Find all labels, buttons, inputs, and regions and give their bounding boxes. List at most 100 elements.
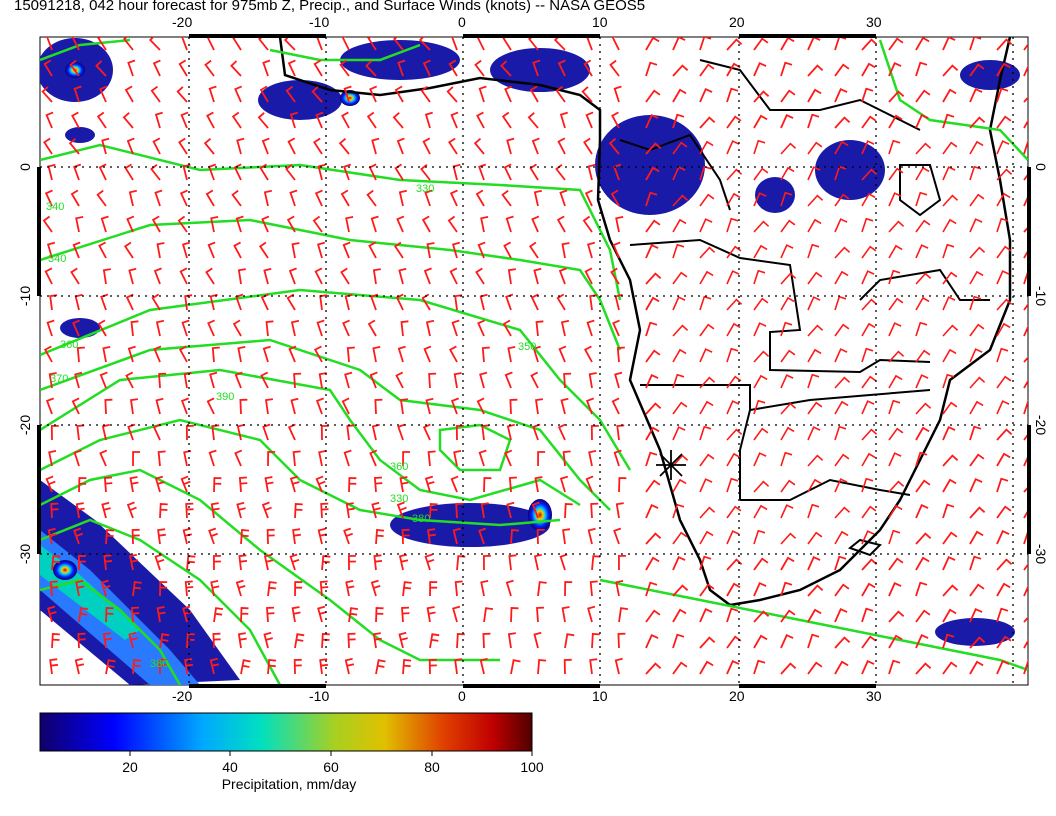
- wind-barb: [96, 111, 107, 129]
- wind-barb: [672, 584, 689, 597]
- wind-barb: [345, 580, 355, 597]
- wind-barb: [208, 85, 217, 103]
- wind-barb: [753, 504, 768, 519]
- wind-barb: [152, 137, 161, 155]
- wind-barb: [611, 111, 620, 129]
- wind-barb: [210, 216, 219, 233]
- wind-barb: [77, 555, 86, 571]
- wind-barb: [181, 319, 190, 337]
- wind-barb: [96, 189, 107, 207]
- wind-barb: [210, 580, 220, 597]
- marker-stroke: [659, 453, 683, 477]
- wind-barb: [590, 502, 599, 519]
- wind-barb: [285, 163, 296, 181]
- wind-barb: [588, 372, 597, 389]
- wind-barb: [502, 37, 512, 51]
- wind-barb: [672, 324, 689, 337]
- wind-barb: [212, 632, 221, 649]
- wind-barb: [536, 606, 545, 623]
- wind-barb: [476, 397, 485, 415]
- wind-barb: [533, 189, 542, 207]
- wind-barb: [699, 660, 714, 675]
- lat-tick-label: -20: [1033, 415, 1049, 435]
- wind-barb: [560, 397, 569, 415]
- wind-barb: [807, 113, 820, 129]
- wind-barb: [780, 451, 793, 467]
- wind-barb: [699, 608, 713, 623]
- wind-barb: [213, 607, 224, 623]
- wind-barb: [753, 167, 769, 181]
- wind-barb: [969, 530, 984, 545]
- wind-barb: [449, 267, 458, 285]
- wind-barb: [645, 556, 660, 571]
- wind-barb: [942, 426, 956, 441]
- wind-barb: [425, 397, 434, 415]
- wind-barb: [426, 606, 436, 623]
- wind-barb: [73, 449, 82, 467]
- wind-barb: [726, 192, 741, 207]
- wind-barb: [238, 554, 248, 571]
- wind-barb: [834, 660, 849, 675]
- wind-barb: [344, 657, 355, 675]
- wind-barb: [915, 191, 928, 207]
- wind-barb: [834, 63, 850, 77]
- wind-barb: [942, 373, 955, 389]
- wind-barb: [150, 85, 161, 103]
- wind-barb: [969, 246, 986, 259]
- wind-barb: [396, 137, 405, 155]
- wind-barb: [286, 215, 296, 233]
- wind-barb: [127, 345, 136, 363]
- wind-barb: [753, 269, 766, 285]
- wind-barb: [235, 215, 244, 233]
- wind-barb: [262, 345, 271, 363]
- wind-barb: [915, 219, 931, 233]
- wind-barb: [996, 428, 1013, 441]
- wind-barb: [996, 140, 1010, 155]
- wind-barb: [610, 189, 620, 207]
- wind-barb: [68, 138, 80, 155]
- wind-barb: [969, 636, 986, 649]
- wind-barb: [207, 319, 215, 337]
- wind-barb: [564, 503, 573, 519]
- wind-barb: [1023, 64, 1028, 77]
- wind-barb: [609, 59, 620, 77]
- wind-barb: [861, 428, 878, 441]
- wind-barb: [672, 271, 688, 285]
- wind-barb: [561, 242, 570, 259]
- wind-barb: [448, 345, 458, 363]
- wind-barb: [483, 607, 494, 623]
- wind-barb: [699, 376, 716, 389]
- wind-barb: [232, 37, 242, 51]
- wind-barb: [156, 242, 165, 259]
- wind-barb: [780, 402, 797, 415]
- wind-barb: [101, 501, 111, 519]
- wind-barb: [807, 556, 821, 571]
- wind-barb: [726, 245, 742, 259]
- wind-barb: [557, 423, 566, 441]
- wind-barb: [645, 662, 662, 675]
- wind-barb: [76, 346, 85, 363]
- wind-barb: [43, 345, 53, 363]
- wind-barb: [942, 166, 956, 181]
- wind-barb: [264, 476, 274, 493]
- wind-barb: [559, 189, 568, 207]
- wind-barb: [780, 244, 794, 259]
- wind-barb: [888, 634, 903, 649]
- wind-barb: [98, 241, 107, 259]
- wind-barb: [510, 607, 519, 623]
- wind-barb: [996, 115, 1012, 129]
- wind-barb: [555, 163, 566, 181]
- contour-line: [40, 218, 622, 351]
- wind-barb: [672, 633, 685, 649]
- wind-barb: [211, 346, 220, 363]
- border: [619, 133, 731, 211]
- wind-barb: [888, 62, 902, 77]
- wind-barb: [969, 323, 985, 337]
- wind-barb: [370, 293, 379, 311]
- wind-barb: [105, 659, 116, 675]
- wind-barb: [753, 297, 769, 311]
- wind-barb: [1023, 172, 1028, 181]
- wind-barb: [753, 659, 766, 675]
- wind-barb: [562, 528, 571, 545]
- wind-barb: [398, 189, 407, 207]
